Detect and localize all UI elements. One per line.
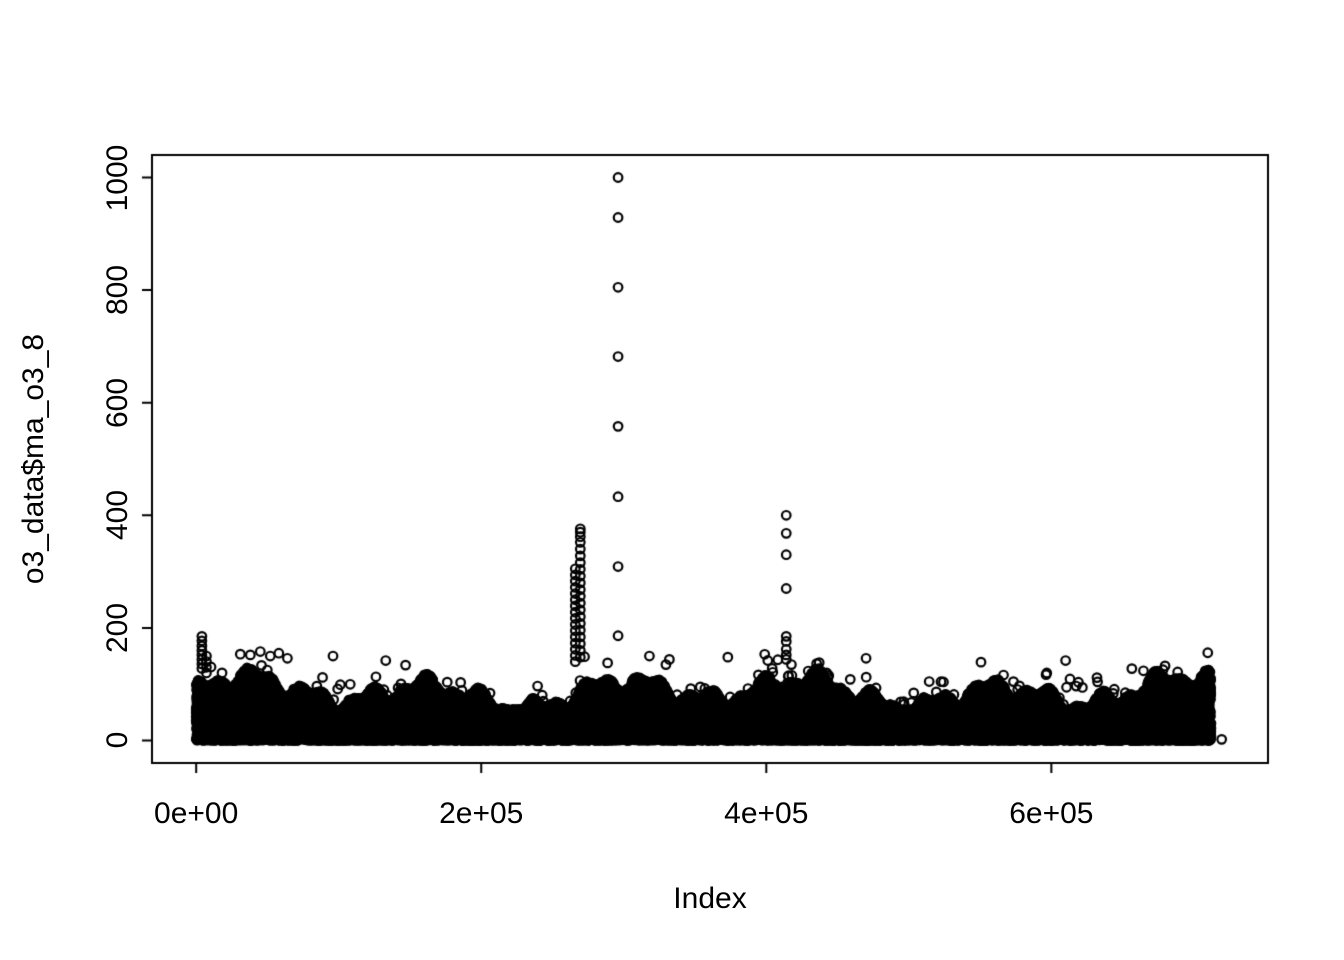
y-tick-label: 0 — [101, 732, 134, 749]
x-tick-label: 6e+05 — [1009, 797, 1094, 830]
y-tick-label: 600 — [101, 377, 134, 428]
x-tick-label: 2e+05 — [439, 797, 524, 830]
x-tick-label: 0e+00 — [154, 797, 239, 830]
y-tick-label: 800 — [101, 265, 134, 316]
x-tick-label: 4e+05 — [724, 797, 809, 830]
y-tick-label: 1000 — [101, 144, 134, 211]
y-tick-label: 400 — [101, 490, 134, 541]
y-axis-label: o3_data$ma_o3_8 — [17, 333, 50, 585]
x-axis-label: Index — [673, 882, 747, 915]
y-tick-label: 200 — [101, 602, 134, 653]
